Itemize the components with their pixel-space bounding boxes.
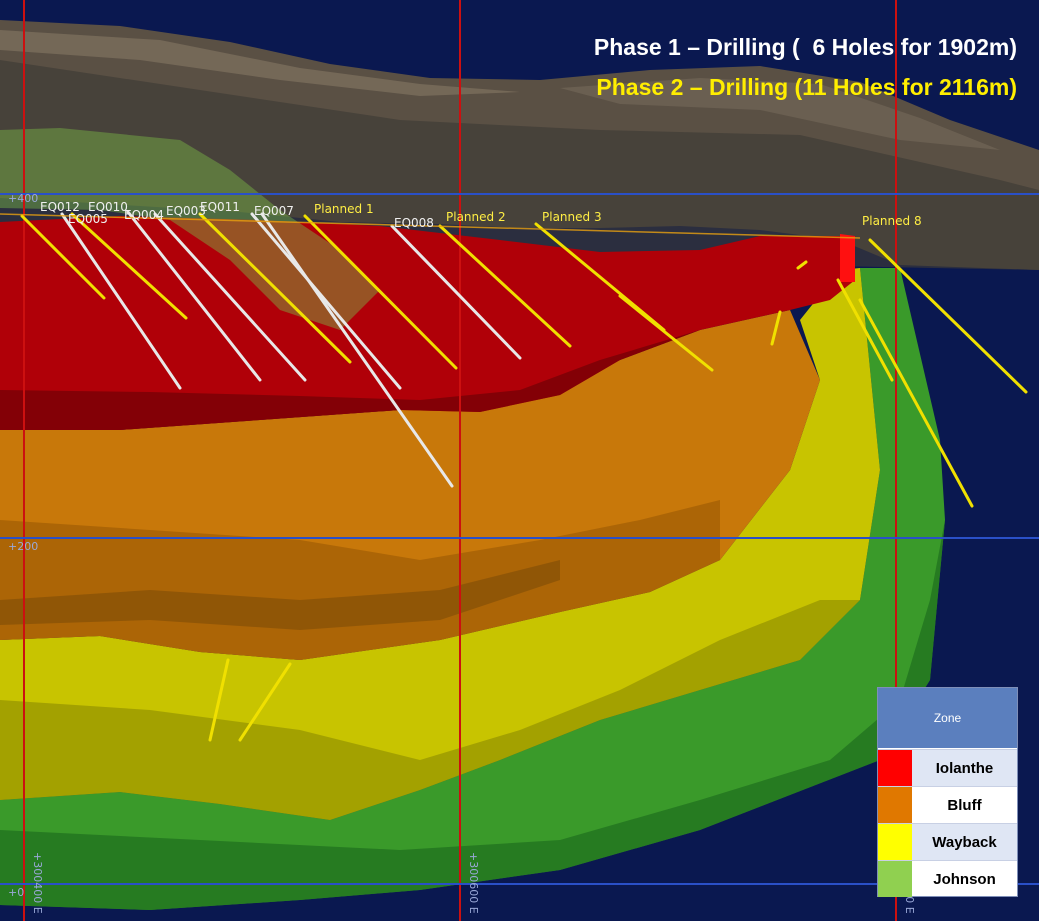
legend-row-wayback: Wayback: [878, 823, 1017, 860]
legend-row-bluff: Bluff: [878, 786, 1017, 823]
hole-label-eq007: EQ007: [254, 204, 294, 218]
legend-label-bluff: Bluff: [947, 796, 982, 814]
phase2-hole-eq012: [20, 214, 106, 300]
phase2-hole-b: [618, 294, 714, 372]
hole-label-eq004: EQ004: [124, 208, 164, 222]
phase1-hole-eq008: [390, 224, 522, 360]
phase1-caption: Phase 1 – Drilling ( 6 Holes for 1902m): [593, 34, 1017, 60]
phase2-hole-eq010: [70, 212, 188, 320]
phase2-hole-planned2: [438, 224, 572, 348]
easting-tick-300400: +300400 E: [31, 852, 44, 914]
easting-tick-300600: +300600 E: [467, 852, 480, 914]
legend-swatch-johnson: [878, 861, 912, 897]
hole-label-eq011: EQ011: [200, 200, 240, 214]
phase2-hole-f: [796, 260, 808, 270]
phase2-caption: Phase 2 – Drilling (11 Holes for 2116m): [596, 74, 1017, 100]
topography-shadow: [0, 60, 1039, 270]
hole-label-eq005: EQ005: [68, 212, 108, 226]
phase2-hole-c: [836, 278, 894, 382]
hole-label-eq012: EQ012: [40, 200, 80, 214]
elevation-tick-0: +0: [8, 886, 25, 899]
phase1-hole-eq011a: [250, 212, 402, 390]
phase2-hole-e: [770, 310, 782, 346]
bluff-zone-band: [0, 560, 560, 630]
johnson-zone: [0, 268, 945, 910]
zone-legend: Zone Iolanthe Bluff Wayback Johnson: [877, 687, 1018, 897]
legend-label-wayback: Wayback: [932, 833, 997, 851]
wayback-zone-shade: [0, 600, 860, 820]
iolanthe-zone-face: [840, 234, 855, 282]
hole-label-planned3: Planned 3: [542, 210, 602, 224]
phase2-hole-d: [858, 298, 974, 508]
phase2-hole-g: [208, 658, 230, 742]
iolanthe-zone-shade: [0, 310, 790, 430]
topography-highlight: [0, 30, 520, 96]
legend-swatch-bluff: [878, 787, 912, 823]
phase2-hole-h: [238, 662, 292, 742]
elevation-tick-200: +200: [8, 540, 39, 553]
legend-header: Zone: [878, 688, 1017, 749]
iolanthe-zone: [0, 216, 855, 430]
topography-highlight-2: [560, 78, 1000, 150]
hole-label-planned1: Planned 1: [314, 202, 374, 216]
phase1-hole-eq004: [126, 210, 262, 382]
phase2-hole-planned1: [303, 214, 458, 370]
johnson-outcrop: [0, 128, 380, 330]
legend-label-johnson: Johnson: [933, 870, 996, 888]
hole-label-planned2: Planned 2: [446, 210, 506, 224]
legend-swatch-wayback: [878, 824, 912, 860]
phase2-hole-planned8: [868, 238, 1028, 394]
hole-label-planned8: Planned 8: [862, 214, 922, 228]
legend-swatch-iolanthe: [878, 750, 912, 786]
johnson-zone-shade: [0, 520, 945, 910]
phase2-hole-a: [198, 212, 352, 364]
phase1-hole-eq011b: [260, 212, 454, 488]
hole-label-eq008: EQ008: [394, 216, 434, 230]
legend-row-iolanthe: Iolanthe: [878, 749, 1017, 786]
elevation-tick-400: +400: [8, 192, 39, 205]
legend-row-johnson: Johnson: [878, 860, 1017, 897]
phase1-hole-eq003: [153, 212, 307, 382]
hole-label-eq010: EQ010: [88, 200, 128, 214]
collar-trace: [0, 213, 861, 239]
phase1-hole-eq005: [60, 212, 182, 390]
legend-label-iolanthe: Iolanthe: [935, 759, 994, 777]
hole-label-eq003: EQ003: [166, 204, 206, 218]
